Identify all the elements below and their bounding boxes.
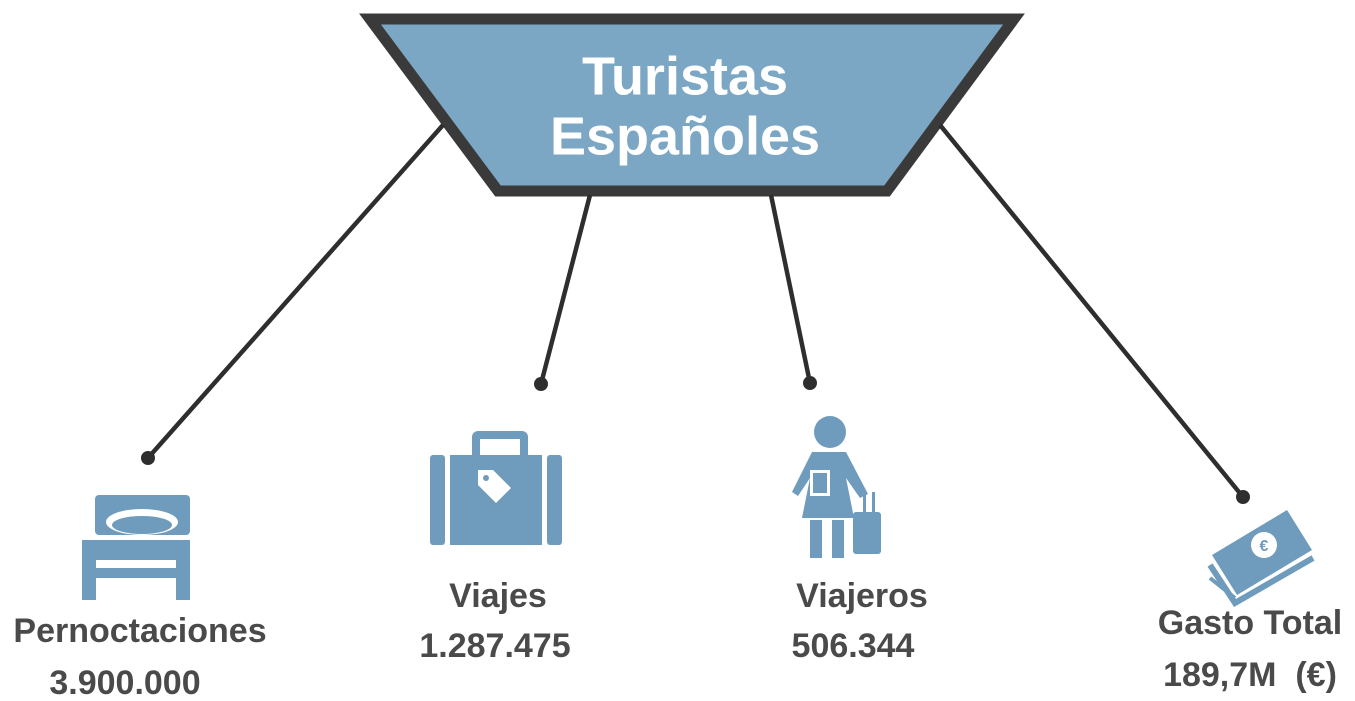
- title-box: [359, 13, 1025, 197]
- item-value: 3.900.000: [49, 664, 200, 701]
- item-value: 506.344: [792, 627, 915, 665]
- connector: [938, 123, 1245, 499]
- item-label: Pernoctaciones: [13, 612, 266, 650]
- connector-dot: [803, 376, 817, 390]
- connector: [768, 194, 813, 384]
- item-label: Viajes: [449, 577, 547, 615]
- item-value: 1.287.475: [419, 627, 570, 665]
- traveler-icon: [792, 416, 881, 558]
- connector-dot: [141, 451, 155, 465]
- connector-dot: [1236, 490, 1250, 504]
- money-icon: €: [1207, 510, 1315, 608]
- connector: [538, 194, 593, 385]
- suitcase-icon: [430, 431, 562, 545]
- item-label: Viajeros: [796, 577, 928, 615]
- euro-symbol: €: [1260, 538, 1269, 555]
- title-line: Turistas: [582, 46, 788, 106]
- item-label: Gasto Total: [1158, 604, 1343, 642]
- item-value: 189,7M (€): [1163, 656, 1337, 694]
- connector-dot: [534, 377, 548, 391]
- bed-icon: [82, 495, 190, 600]
- connector: [146, 123, 445, 460]
- title-line: Españoles: [550, 106, 820, 166]
